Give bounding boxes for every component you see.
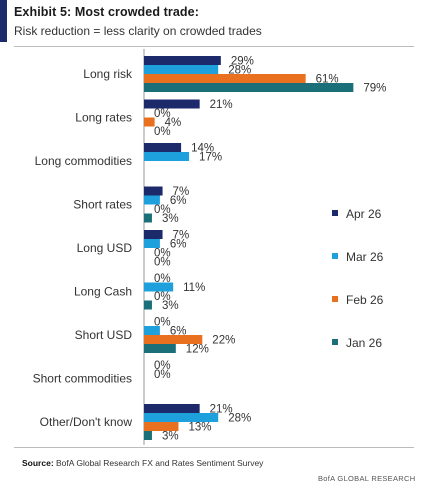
data-label: 0% <box>154 204 171 216</box>
legend-item: Feb 26 <box>346 293 384 307</box>
category-label: Long rates <box>75 111 132 125</box>
data-label: 13% <box>188 422 211 434</box>
data-label: 11% <box>183 282 205 294</box>
bar <box>144 195 160 205</box>
data-label: 3% <box>162 300 179 312</box>
chart-subtitle: Risk reduction = less clarity on crowded… <box>14 24 262 38</box>
legend-swatch <box>332 296 338 302</box>
legend-item: Apr 26 <box>346 207 382 221</box>
data-label: 0% <box>154 360 171 372</box>
bar <box>144 83 354 92</box>
data-label: 0% <box>154 108 171 120</box>
category-label: Long USD <box>77 241 133 255</box>
data-label: 28% <box>228 65 251 77</box>
data-label: 12% <box>186 344 209 356</box>
bar <box>144 99 200 109</box>
bar <box>144 344 176 353</box>
data-label: 7% <box>173 186 190 198</box>
bar <box>144 300 152 310</box>
data-label: 17% <box>199 152 222 164</box>
data-label: 79% <box>363 83 386 95</box>
source-text: BofA Global Research FX and Rates Sentim… <box>53 458 264 468</box>
chart-title: Exhibit 5: Most crowded trade: <box>14 5 199 19</box>
bar <box>144 186 163 196</box>
source-label: Source: <box>22 458 54 468</box>
brand-mark: BofA GLOBAL RESEARCH <box>318 474 416 483</box>
data-label: 14% <box>191 143 214 155</box>
bar <box>144 213 152 223</box>
header-accent-bar <box>0 0 7 42</box>
legend-swatch <box>332 339 338 345</box>
chart-area: Long risk 29% 28% 61% 79% Long rates 21% 0% 4% 0%… <box>14 46 414 448</box>
legend-swatch <box>332 210 338 216</box>
bar <box>144 152 190 161</box>
bar <box>144 239 160 248</box>
data-label: 29% <box>231 56 254 68</box>
data-label: 4% <box>165 117 182 129</box>
legend-item: Mar 26 <box>346 250 384 264</box>
bar <box>144 335 203 344</box>
category-label: Other/Don't know <box>40 415 133 429</box>
bar <box>144 282 174 292</box>
bar <box>144 326 160 335</box>
data-label: 6% <box>170 195 187 207</box>
data-label: 0% <box>154 273 171 285</box>
data-label: 6% <box>170 326 187 338</box>
data-label: 0% <box>154 369 171 381</box>
source-note: Source: BofA Global Research FX and Rate… <box>22 458 263 468</box>
category-label: Short commodities <box>33 372 132 386</box>
category-label: Short rates <box>73 198 132 212</box>
data-label: 7% <box>173 230 190 242</box>
data-label: 3% <box>162 213 179 225</box>
data-label: 6% <box>170 239 187 251</box>
data-label: 0% <box>154 126 171 138</box>
category-label: Short USD <box>75 328 133 342</box>
bar <box>144 56 221 65</box>
bar <box>144 404 200 413</box>
bar <box>144 117 155 127</box>
bar <box>144 422 179 431</box>
bar <box>144 74 306 83</box>
bar <box>144 65 219 74</box>
bar <box>144 230 163 239</box>
bar <box>144 143 182 152</box>
data-label: 0% <box>154 257 171 269</box>
data-label: 0% <box>154 291 171 303</box>
legend-swatch <box>332 253 338 259</box>
data-label: 21% <box>210 404 233 416</box>
legend-item: Jan 26 <box>346 336 382 350</box>
category-label: Long commodities <box>35 154 132 168</box>
data-label: 3% <box>162 431 179 443</box>
category-label: Long risk <box>83 67 133 81</box>
bar <box>144 413 219 422</box>
category-label: Long Cash <box>74 285 132 299</box>
bar <box>144 431 152 440</box>
data-label: 22% <box>212 335 235 347</box>
data-label: 21% <box>210 99 233 111</box>
data-label: 0% <box>154 248 171 260</box>
data-label: 0% <box>154 317 171 329</box>
data-label: 28% <box>228 413 251 425</box>
data-label: 61% <box>316 74 339 86</box>
